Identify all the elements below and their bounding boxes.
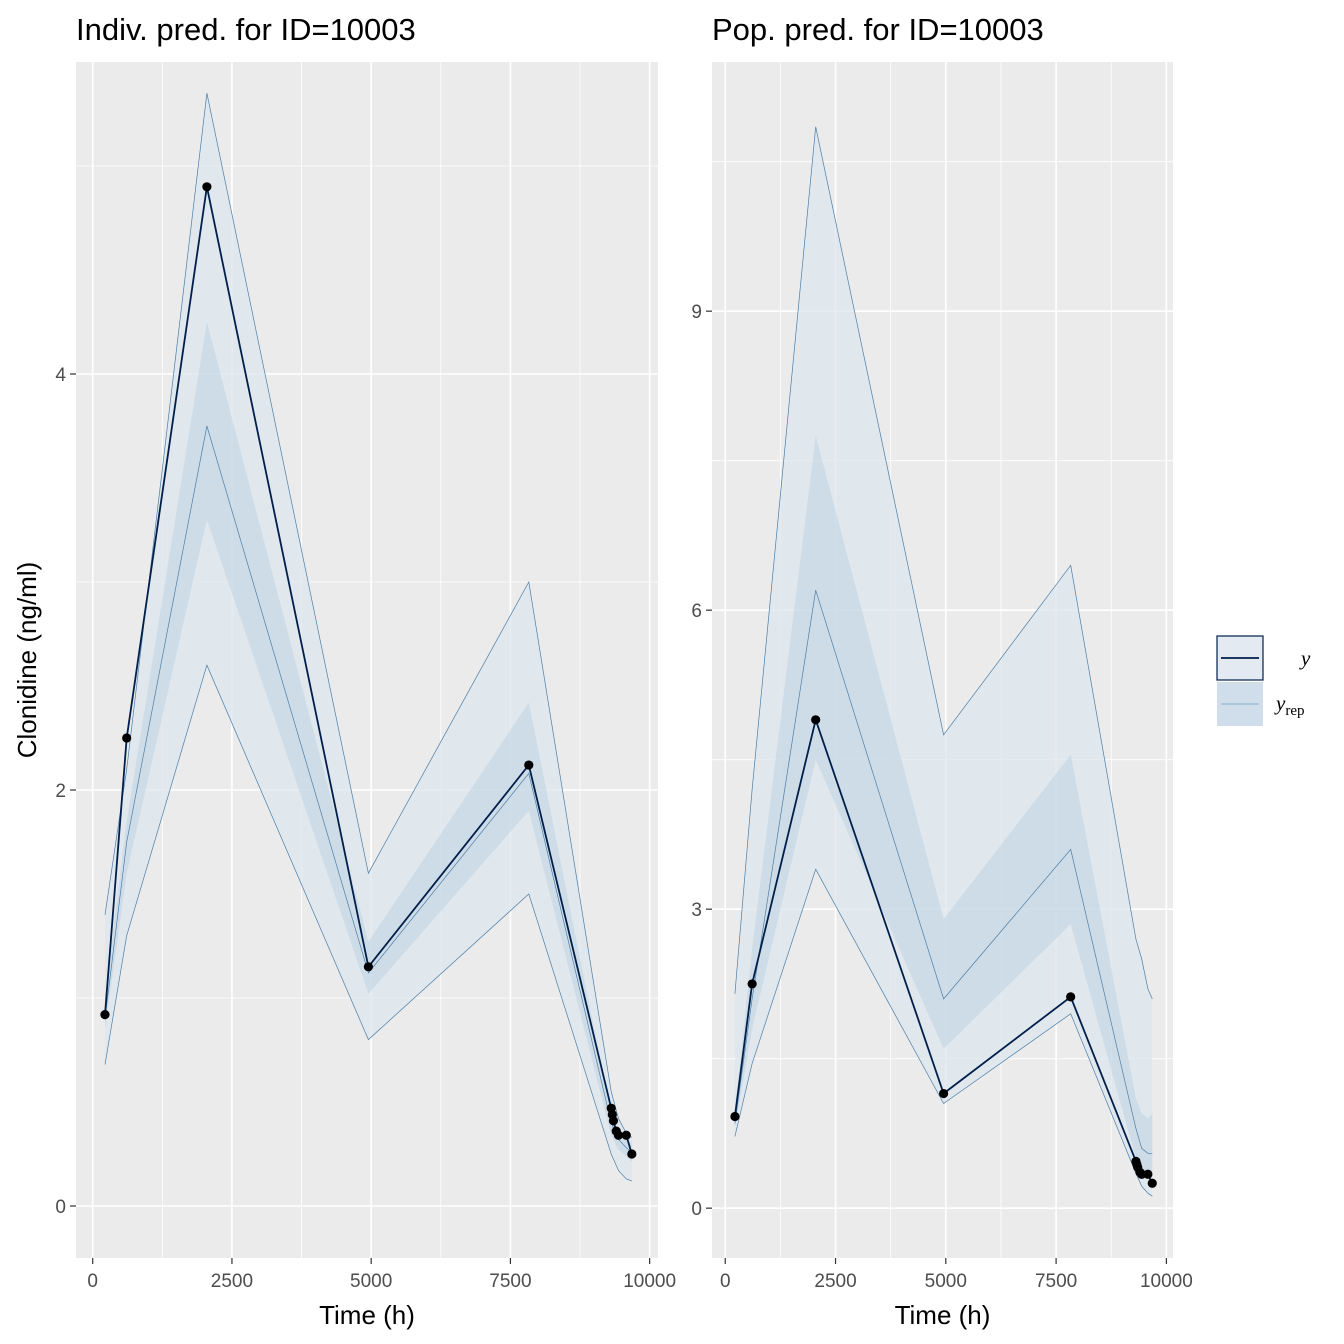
legend-label-yrep-sub: rep	[1285, 703, 1304, 719]
yrep-median-line	[104, 425, 633, 1153]
y-tick-label: 0	[691, 1199, 702, 1220]
y-tick-label: 6	[691, 601, 702, 622]
observed-point	[363, 962, 373, 972]
x-axis-title: Time (h)	[319, 1300, 415, 1330]
observed-point	[608, 1116, 619, 1126]
legend: y yrep	[1216, 635, 1311, 726]
observed-point	[1143, 1169, 1153, 1179]
yrep-outer-upper-line	[734, 126, 1153, 1000]
observed-point	[100, 1010, 110, 1020]
x-tick-label: 10000	[623, 1271, 676, 1292]
yrep-outer-band	[105, 93, 632, 1182]
yrep-outer-upper-line	[104, 93, 633, 1138]
x-tick-label: 0	[720, 1271, 731, 1292]
observed-point	[524, 760, 534, 770]
x-tick-label: 5000	[350, 1271, 392, 1292]
x-tick-label: 0	[87, 1271, 98, 1292]
y-axis-title: Clonidine (ng/ml)	[12, 562, 42, 759]
y-tick-label: 9	[691, 302, 702, 323]
observed-point	[1066, 992, 1076, 1002]
observed-point	[811, 715, 821, 725]
observed-point	[939, 1088, 949, 1099]
observed-point	[627, 1149, 637, 1159]
x-tick-label: 2500	[814, 1271, 856, 1292]
observed-point	[122, 733, 132, 743]
y-tick-label: 2	[55, 781, 66, 802]
yrep-median-line	[734, 590, 1153, 1154]
x-tick-label: 2500	[211, 1271, 253, 1292]
yrep-outer-lower-line	[734, 868, 1153, 1197]
yrep-outer-lower-line	[104, 664, 632, 1182]
observed-point	[621, 1130, 631, 1140]
plot-title: Pop. pred. for ID=10003	[712, 12, 1044, 47]
legend-label-yrep: yrep	[1274, 691, 1304, 719]
y-tick-label: 0	[55, 1197, 66, 1218]
observed-point	[202, 182, 212, 192]
legend-label-y: y	[1299, 646, 1311, 670]
observed-point	[1147, 1178, 1157, 1188]
observed-point	[747, 979, 757, 989]
plot-title: Indiv. pred. for ID=10003	[76, 12, 416, 47]
x-tick-label: 7500	[1035, 1271, 1077, 1292]
legend-label-yrep-main: y	[1274, 691, 1286, 715]
y-tick-label: 4	[55, 365, 66, 386]
x-axis-title: Time (h)	[895, 1300, 991, 1330]
observed-point	[730, 1111, 740, 1122]
yrep-inner-band	[105, 322, 632, 1163]
right-panel: 0 2500 5000 7500 10000 0 3 6 9 Pop. pred. for ID=…	[691, 12, 1192, 1330]
y-tick-label: 3	[691, 900, 702, 921]
observed-point	[613, 1130, 624, 1140]
x-tick-label: 10000	[1140, 1271, 1193, 1292]
x-tick-label: 7500	[489, 1271, 531, 1292]
yrep-inner-band	[734, 435, 1153, 1177]
x-tick-label: 5000	[925, 1271, 967, 1292]
left-panel: 0 2500 5000 7500 10000 0 2 4 Indiv. pred. for ID…	[12, 12, 676, 1330]
